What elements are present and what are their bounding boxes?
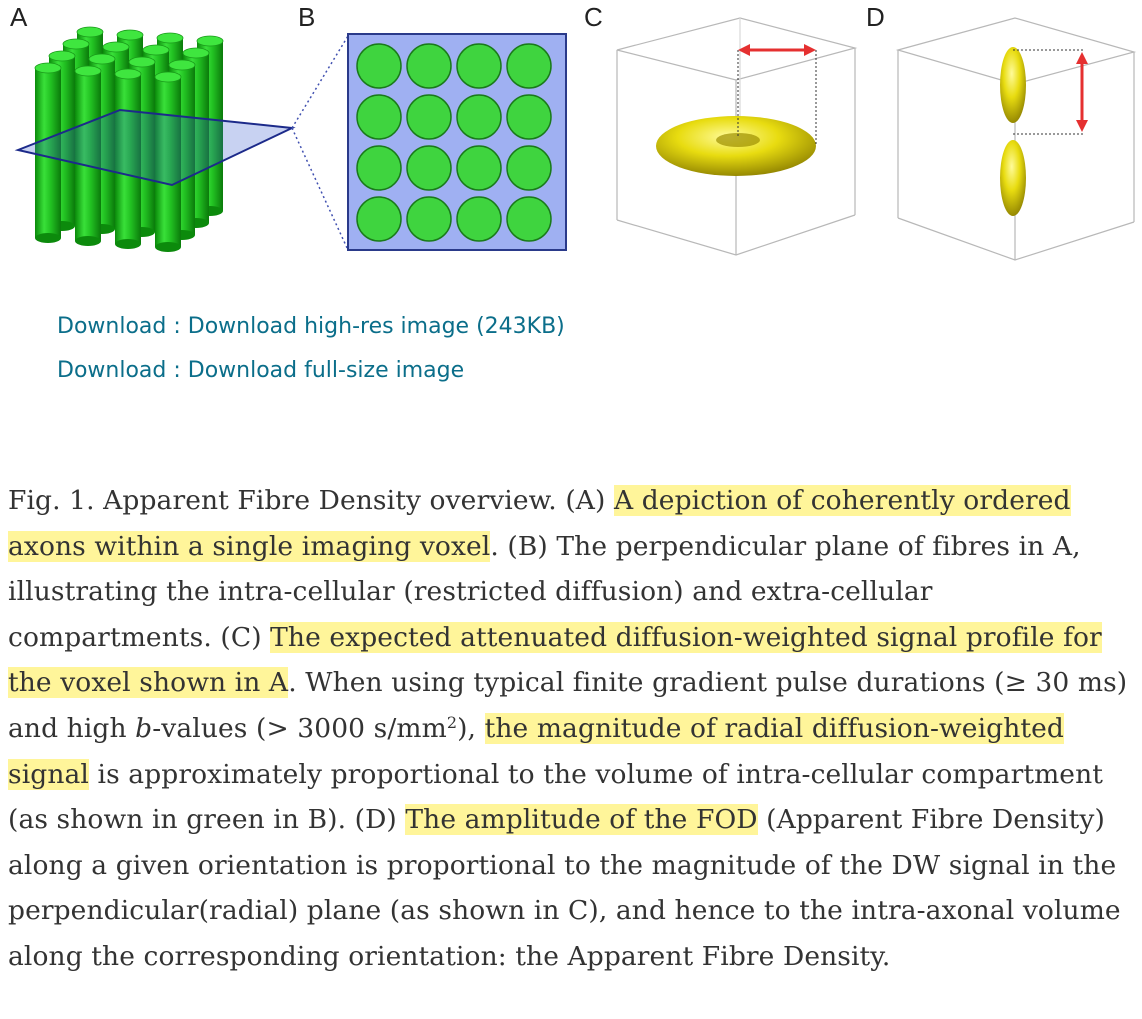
figure: A B C D (0, 0, 1142, 270)
panel-label-a: A (10, 2, 28, 32)
axon-cylinder (114, 68, 142, 249)
caption-text: . (B) The perpendicular plane of fibres … (8, 530, 1081, 653)
figure-caption: Fig. 1. Apparent Fibre Density overview.… (8, 478, 1138, 980)
axon-cross-section (406, 196, 452, 242)
axon-cross-section (356, 43, 402, 89)
axon-cylinder (74, 65, 102, 246)
fod-lobe-top (1000, 47, 1026, 123)
panel-label-d: D (866, 2, 885, 32)
download-full-size-link[interactable]: Download : Download full-size image (57, 358, 465, 383)
caption-text: Fig. 1. Apparent Fibre Density overview.… (8, 485, 614, 516)
panel-label-b: B (298, 2, 316, 32)
axon-cylinder (154, 71, 182, 252)
radial-arrow-c (738, 44, 816, 56)
axon-cross-section (506, 94, 552, 140)
download-links: Download : Download high-res image (243K… (57, 305, 565, 393)
axon-cross-section (456, 196, 502, 242)
fod-lobe-bottom (1000, 140, 1026, 216)
caption-highlight: The amplitude of the FOD (405, 804, 758, 836)
connector-line-top (291, 35, 349, 129)
caption-text: is approximately proportional to the vol… (8, 758, 1104, 836)
axon-cross-section (356, 145, 402, 191)
imaging-plane (14, 108, 296, 187)
axon-cross-section (456, 43, 502, 89)
cross-section-circles (356, 43, 552, 242)
axon-cross-section (356, 94, 402, 140)
caption-italic-b: b (135, 712, 153, 744)
fibre-bundle-illustration (14, 26, 296, 252)
caption-superscript: 2 (446, 712, 458, 732)
axon-cross-section (506, 43, 552, 89)
axon-cross-section (506, 196, 552, 242)
amplitude-arrow-d (1076, 52, 1088, 132)
axon-cross-section (356, 196, 402, 242)
axon-cross-section (406, 94, 452, 140)
axon-cross-section (406, 145, 452, 191)
axon-cross-section (506, 145, 552, 191)
axon-cross-section (406, 43, 452, 89)
caption-text: -values (> 3000 s/mm (152, 712, 447, 744)
connector-line-bottom (291, 127, 349, 251)
disc-hole (716, 133, 760, 147)
panel-label-c: C (584, 2, 603, 32)
axon-cross-section (456, 145, 502, 191)
axon-cylinder (34, 62, 62, 243)
caption-text: . When using typical finite gradient pul… (8, 667, 1128, 744)
download-high-res-link[interactable]: Download : Download high-res image (243K… (57, 314, 565, 339)
axon-cross-section (456, 94, 502, 140)
caption-text: ), (457, 712, 485, 744)
figure-graphic (14, 17, 1137, 261)
caption-text: (Apparent Fibre Density) along a given o… (8, 804, 1121, 972)
